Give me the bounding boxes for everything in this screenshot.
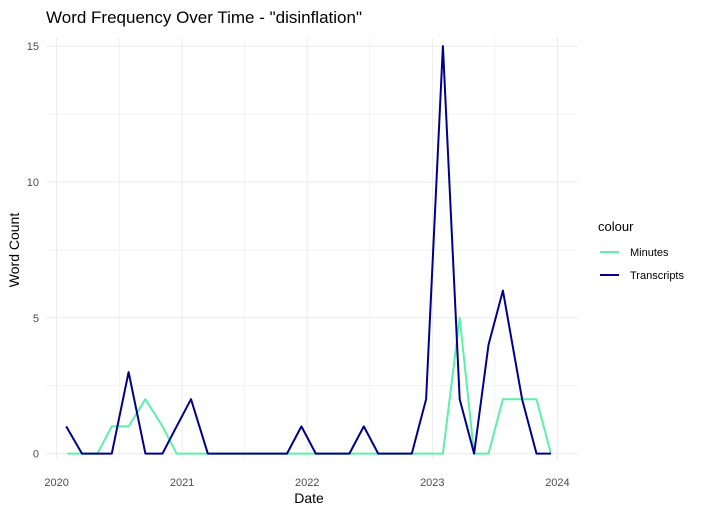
x-axis-tick-labels: 2020 2021 2022 2023 2024 bbox=[44, 477, 569, 489]
legend-title: colour bbox=[598, 219, 634, 234]
series-line-transcripts bbox=[65, 45, 551, 455]
legend-label-minutes: Minutes bbox=[630, 247, 669, 259]
x-tick-label: 2022 bbox=[295, 477, 319, 489]
y-tick-label: 15 bbox=[27, 41, 39, 53]
y-axis-tick-labels: 0 5 10 15 bbox=[27, 41, 39, 460]
legend: colour Minutes Transcripts bbox=[598, 219, 684, 282]
y-tick-label: 10 bbox=[27, 177, 39, 189]
series-lines bbox=[65, 45, 552, 455]
minor-gridlines bbox=[46, 38, 578, 459]
x-tick-label: 2021 bbox=[170, 477, 194, 489]
major-gridlines bbox=[46, 38, 578, 459]
x-tick-label: 2023 bbox=[420, 477, 444, 489]
series-line-minutes bbox=[67, 316, 552, 455]
x-axis-title: Date bbox=[294, 490, 324, 506]
legend-label-transcripts: Transcripts bbox=[630, 270, 684, 282]
x-tick-label: 2020 bbox=[44, 477, 68, 489]
x-tick-label: 2024 bbox=[545, 477, 569, 489]
y-tick-label: 0 bbox=[33, 449, 39, 461]
chart-title: Word Frequency Over Time - "disinflation… bbox=[46, 8, 362, 27]
y-tick-label: 5 bbox=[33, 313, 39, 325]
y-axis-title: Word Count bbox=[6, 213, 22, 288]
